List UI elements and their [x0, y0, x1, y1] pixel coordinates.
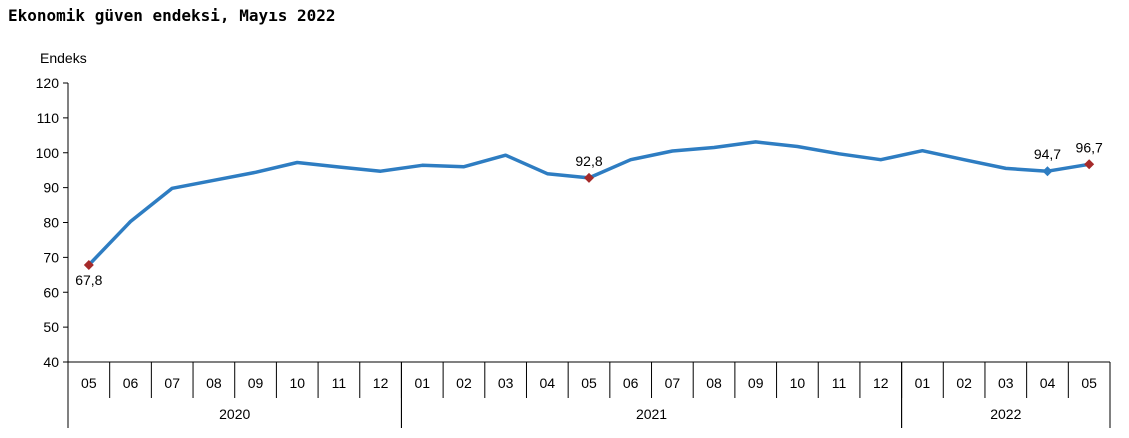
x-tick-label: 10: [289, 375, 305, 391]
x-tick-label: 03: [998, 375, 1014, 391]
x-tick-label: 08: [706, 375, 722, 391]
data-label: 94,7: [1034, 146, 1061, 162]
data-point-marker: [584, 172, 594, 183]
x-tick-label: 04: [540, 375, 556, 391]
x-tick-label: 02: [456, 375, 472, 391]
y-tick-label: 120: [36, 75, 60, 91]
x-tick-label: 11: [832, 375, 847, 391]
x-tick-label: 05: [1081, 375, 1097, 391]
x-tick-label: 07: [665, 375, 681, 391]
chart-title: Ekonomik güven endeksi, Mayıs 2022: [8, 6, 336, 25]
x-tick-label: 09: [248, 375, 264, 391]
x-tick-label: 11: [332, 375, 347, 391]
year-labels: 2020 2021 2022: [219, 406, 1021, 422]
x-tick-label: 08: [206, 375, 222, 391]
y-tick-label: 80: [43, 215, 59, 231]
y-tick-label: 110: [37, 110, 60, 126]
data-point-marker: [1042, 166, 1053, 177]
y-tick-labels: 40 50 60 70 80 90 100 110 120: [36, 75, 60, 370]
y-tick-label: 90: [43, 180, 59, 196]
data-label: 96,7: [1076, 139, 1103, 155]
x-tick-label: 12: [873, 375, 889, 391]
x-tick-label: 03: [498, 375, 514, 391]
y-tick-label: 70: [43, 249, 59, 265]
data-label: 67,8: [75, 272, 102, 288]
axes: [63, 82, 1111, 428]
year-label: 2021: [636, 406, 667, 422]
x-tick-label: 06: [123, 375, 139, 391]
y-tick-label: 100: [36, 145, 60, 161]
x-tick-label: 05: [81, 375, 97, 391]
data-label: 92,8: [575, 153, 602, 169]
x-tick-label: 02: [956, 375, 972, 391]
x-tick-label: 07: [164, 375, 180, 391]
x-tick-label: 10: [790, 375, 806, 391]
x-tick-label: 01: [915, 375, 931, 391]
x-tick-label: 05: [581, 375, 597, 391]
data-point-marker: [83, 260, 94, 271]
x-tick-labels: 05 06 07 08 09 10 11 12 01 02 03 04 05 06 07 08 09 10 11 12…: [81, 375, 1097, 391]
x-tick-label: 01: [414, 375, 430, 391]
year-label: 2022: [990, 406, 1021, 422]
x-tick-label: 09: [748, 375, 764, 391]
data-point-marker: [1084, 159, 1095, 170]
y-tick-label: 40: [43, 354, 59, 370]
x-tick-label: 06: [623, 375, 639, 391]
y-tick-label: 50: [43, 319, 59, 335]
year-label: 2020: [219, 406, 250, 422]
x-tick-label: 12: [373, 375, 389, 391]
x-tick-label: 04: [1040, 375, 1056, 391]
y-axis-title: Endeks: [40, 50, 87, 66]
y-tick-label: 60: [43, 284, 59, 300]
data-markers: 67,8 92,8 94,7 96,7: [75, 139, 1103, 288]
